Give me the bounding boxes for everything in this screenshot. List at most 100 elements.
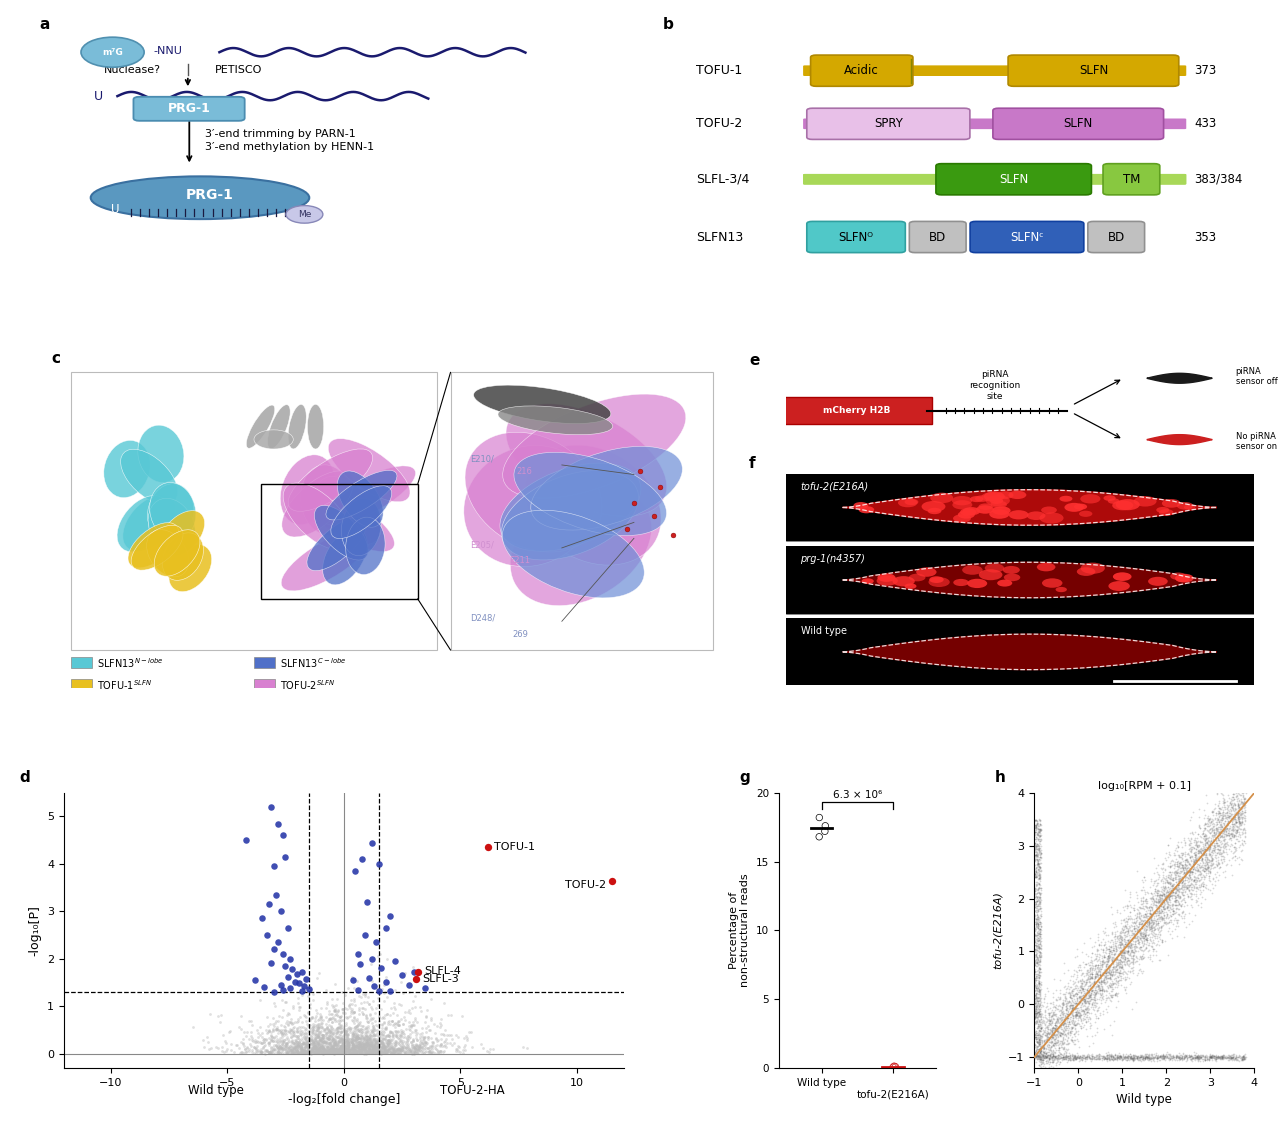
Point <box>1106 978 1126 996</box>
FancyBboxPatch shape <box>970 221 1084 253</box>
Point <box>1084 1049 1105 1067</box>
Point <box>1155 1046 1175 1064</box>
Point <box>1025 1025 1046 1043</box>
Point <box>430 1014 451 1032</box>
Point <box>1056 1019 1076 1037</box>
Point <box>358 995 379 1013</box>
Point <box>1225 834 1245 852</box>
Point <box>1033 1051 1053 1069</box>
Point <box>384 1043 404 1061</box>
Point <box>1108 959 1129 977</box>
Point <box>1139 950 1160 968</box>
Point <box>369 1035 389 1053</box>
Point <box>294 1027 315 1045</box>
Point <box>1165 896 1185 914</box>
Point <box>1027 1022 1047 1040</box>
Point <box>1188 860 1208 878</box>
Point <box>1207 815 1228 833</box>
Point <box>302 1018 323 1036</box>
Point <box>435 1021 456 1039</box>
Point <box>1107 941 1128 959</box>
Point <box>1178 879 1198 897</box>
Point <box>1071 980 1092 998</box>
Point <box>355 1044 375 1062</box>
Point <box>1087 995 1107 1013</box>
Point <box>308 1010 329 1028</box>
Point <box>1050 1050 1070 1068</box>
Point <box>1069 1014 1089 1032</box>
Point <box>1175 1048 1196 1066</box>
Point <box>332 1036 352 1054</box>
Point <box>1060 1024 1080 1042</box>
Point <box>434 1033 454 1051</box>
Point <box>1066 977 1087 995</box>
Point <box>1180 885 1201 903</box>
Point <box>1157 836 1178 854</box>
Point <box>1032 1046 1052 1064</box>
Point <box>1193 877 1213 895</box>
Point <box>1188 862 1208 880</box>
Point <box>1055 1009 1075 1027</box>
Point <box>1044 1034 1065 1052</box>
Point <box>1075 976 1096 994</box>
Point <box>1221 824 1242 842</box>
Point <box>330 1031 351 1049</box>
Point <box>1123 964 1143 982</box>
Point <box>1042 1048 1062 1066</box>
Circle shape <box>970 496 983 502</box>
Point <box>360 1035 380 1053</box>
Point <box>1112 949 1133 967</box>
Point <box>1027 988 1047 1006</box>
Point <box>1187 871 1207 889</box>
Point <box>307 1034 328 1052</box>
Point <box>1030 1032 1051 1050</box>
Point <box>340 1041 361 1059</box>
Polygon shape <box>842 490 1217 525</box>
Point <box>1030 885 1051 903</box>
Point <box>1117 940 1138 958</box>
Point <box>1164 1050 1184 1068</box>
Point <box>288 1040 308 1058</box>
Point <box>1025 855 1046 873</box>
Point <box>352 1037 372 1055</box>
Point <box>255 1033 275 1051</box>
Point <box>1036 1003 1056 1021</box>
Point <box>1025 968 1046 986</box>
Point <box>1055 1015 1075 1033</box>
Point <box>303 1039 324 1057</box>
Point <box>356 1030 376 1048</box>
Point <box>337 1028 357 1046</box>
Point <box>1179 836 1199 854</box>
Point <box>1219 789 1239 807</box>
Point <box>1203 822 1224 840</box>
Point <box>1030 1045 1051 1063</box>
Point <box>298 1023 319 1041</box>
Point <box>1132 881 1152 899</box>
Point <box>1156 891 1176 909</box>
Point <box>1024 964 1044 982</box>
Point <box>329 1040 349 1058</box>
Point <box>1027 847 1047 865</box>
Point <box>285 1027 306 1045</box>
Point <box>1146 906 1166 924</box>
Point <box>1155 879 1175 897</box>
Point <box>1060 986 1080 1004</box>
Point <box>1210 817 1230 835</box>
Point <box>1034 1049 1055 1067</box>
Point <box>1194 815 1215 833</box>
Point <box>1167 927 1188 945</box>
Point <box>361 1036 381 1054</box>
Point <box>351 1042 371 1060</box>
Point <box>1116 1049 1137 1067</box>
Point <box>1206 1046 1226 1064</box>
Point <box>1117 925 1138 943</box>
Point <box>404 987 425 1005</box>
Point <box>1030 913 1051 931</box>
Point <box>1221 1048 1242 1066</box>
Point <box>365 1036 385 1054</box>
Point <box>1149 897 1170 915</box>
Point <box>1179 849 1199 867</box>
Point <box>1222 817 1243 835</box>
Point <box>1064 1046 1084 1064</box>
Point <box>292 1042 312 1060</box>
